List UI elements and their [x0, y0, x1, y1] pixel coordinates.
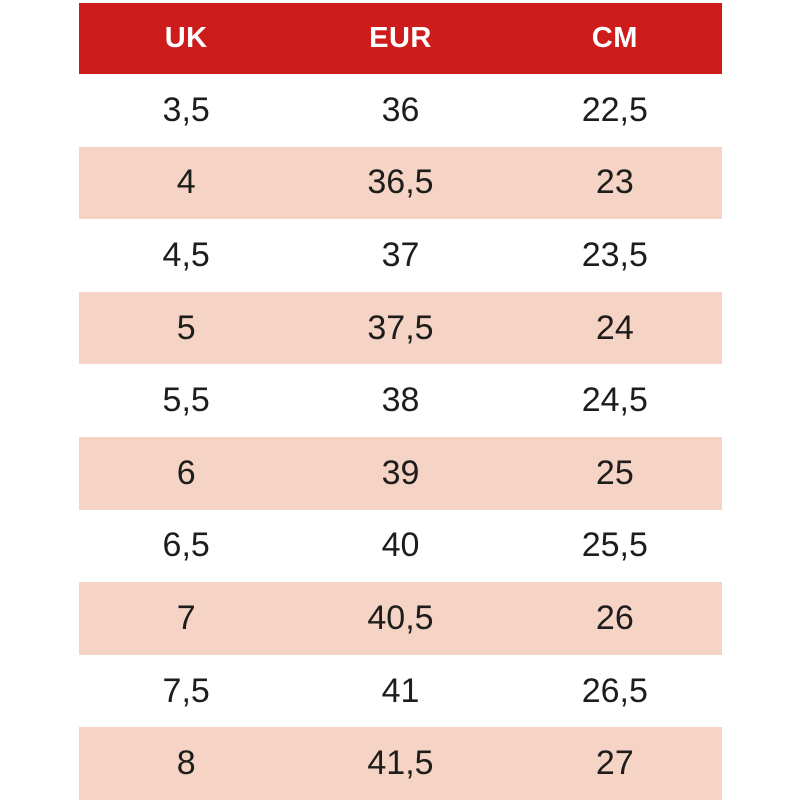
cm-size-cell: 27 [595, 744, 634, 783]
table-row: 8 41,5 27 [79, 727, 722, 800]
cm-size-cell: 24 [595, 308, 634, 347]
eur-size-cell: 40,5 [367, 598, 434, 637]
uk-size-cell: 5,5 [162, 381, 210, 420]
table-row: 4 36,5 23 [79, 146, 722, 220]
eur-size-cell: 37,5 [367, 308, 434, 347]
table-header-row: UK EUR CM [79, 3, 722, 74]
eur-size-cell: 40 [381, 526, 420, 565]
uk-size-cell: 5 [176, 308, 196, 347]
column-header-cm: CM [591, 22, 638, 54]
cm-size-cell: 23 [595, 163, 634, 202]
eur-size-cell: 41,5 [367, 744, 434, 783]
table-row: 7 40,5 26 [79, 582, 722, 655]
column-header-eur: EUR [369, 22, 432, 54]
cm-size-cell: 26 [595, 598, 634, 637]
table-row: 6 39 25 [79, 436, 722, 510]
eur-size-cell: 38 [381, 381, 420, 420]
table-row: 5 37,5 24 [79, 291, 722, 365]
uk-size-cell: 7,5 [162, 671, 210, 710]
table-row: 4,5 37 23,5 [79, 219, 722, 292]
uk-size-cell: 4,5 [162, 235, 210, 274]
eur-size-cell: 41 [381, 671, 420, 710]
uk-size-cell: 6,5 [162, 526, 210, 565]
uk-size-cell: 7 [176, 598, 196, 637]
table-row: 7,5 41 26,5 [79, 654, 722, 728]
table-row: 3,5 36 22,5 [79, 74, 722, 147]
table-row: 6,5 40 25,5 [79, 509, 722, 583]
cm-size-cell: 26,5 [581, 671, 648, 710]
eur-size-cell: 39 [381, 453, 420, 492]
eur-size-cell: 36,5 [367, 163, 434, 202]
cm-size-cell: 24,5 [581, 381, 648, 420]
cm-size-cell: 25 [595, 453, 634, 492]
eur-size-cell: 36 [381, 90, 420, 129]
cm-size-cell: 22,5 [581, 90, 648, 129]
column-header-uk: UK [164, 22, 208, 54]
uk-size-cell: 6 [176, 453, 196, 492]
uk-size-cell: 4 [176, 163, 196, 202]
cm-size-cell: 23,5 [581, 235, 648, 274]
cm-size-cell: 25,5 [581, 526, 648, 565]
size-conversion-table: UK EUR CM 3,5 36 22,5 4 36,5 23 4,5 37 2… [79, 3, 722, 800]
uk-size-cell: 8 [176, 744, 196, 783]
table-body: 3,5 36 22,5 4 36,5 23 4,5 37 23,5 5 37,5… [79, 74, 722, 800]
table-row: 5,5 38 24,5 [79, 364, 722, 437]
uk-size-cell: 3,5 [162, 90, 210, 129]
eur-size-cell: 37 [381, 235, 420, 274]
